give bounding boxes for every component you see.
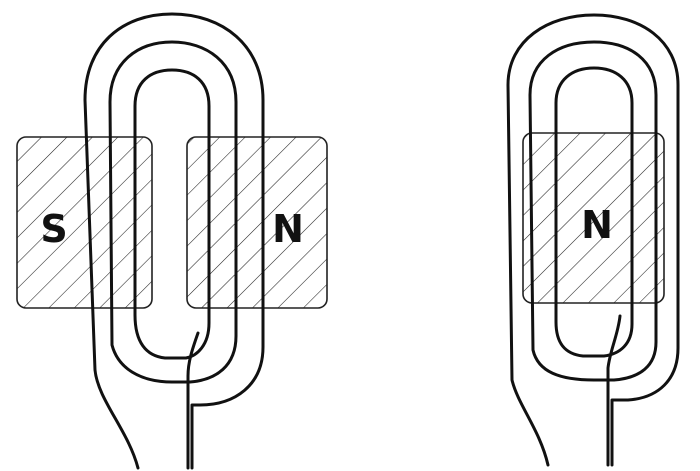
- coil-middle-turn-right: [528, 40, 658, 382]
- single-pole-figure: N: [506, 13, 680, 467]
- coil-inner-turn-right: [554, 66, 634, 358]
- coil-outer-turn-right: [506, 13, 680, 467]
- coil-lead-right: [606, 314, 622, 467]
- north-magnet-block-right: [522, 132, 665, 304]
- pole-label-n-right: N: [581, 203, 613, 247]
- pole-label-n-left: N: [272, 207, 304, 251]
- two-pole-figure: S N: [16, 12, 328, 470]
- pole-label-s: S: [40, 207, 67, 251]
- coil-middle-turn: [108, 40, 238, 384]
- coil-lead: [186, 331, 200, 470]
- coil-outer-turn: [83, 12, 265, 470]
- south-magnet-block: [16, 136, 153, 309]
- coil-inner-turn: [133, 68, 211, 360]
- north-magnet-block-left: [186, 136, 328, 309]
